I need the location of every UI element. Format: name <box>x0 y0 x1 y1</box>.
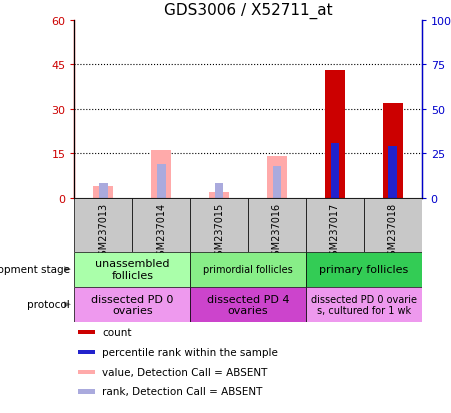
Text: GSM237017: GSM237017 <box>330 202 340 262</box>
Bar <box>93 186 114 198</box>
Bar <box>78 330 95 334</box>
Bar <box>74 287 190 322</box>
Bar <box>267 157 287 198</box>
Bar <box>306 287 422 322</box>
Text: GSM237016: GSM237016 <box>272 202 282 261</box>
Text: count: count <box>102 327 132 337</box>
Bar <box>190 198 248 252</box>
Title: GDS3006 / X52711_at: GDS3006 / X52711_at <box>164 3 332 19</box>
Bar <box>306 252 422 287</box>
Bar <box>74 198 132 252</box>
Bar <box>190 287 306 322</box>
Bar <box>306 198 364 252</box>
Bar <box>190 252 306 287</box>
Text: GSM237013: GSM237013 <box>98 202 108 261</box>
Text: percentile rank within the sample: percentile rank within the sample <box>102 347 278 357</box>
Bar <box>388 147 397 198</box>
Text: GSM237015: GSM237015 <box>214 202 224 262</box>
Text: rank, Detection Call = ABSENT: rank, Detection Call = ABSENT <box>102 387 262 396</box>
Bar <box>157 164 166 198</box>
Text: development stage: development stage <box>0 264 70 275</box>
Text: value, Detection Call = ABSENT: value, Detection Call = ABSENT <box>102 367 267 377</box>
Bar <box>215 184 223 198</box>
Bar <box>78 350 95 354</box>
Bar <box>382 104 403 198</box>
Bar <box>151 151 171 198</box>
Bar <box>78 389 95 394</box>
Text: protocol: protocol <box>27 299 70 310</box>
Bar <box>74 252 190 287</box>
Bar <box>248 198 306 252</box>
Text: GSM237018: GSM237018 <box>388 202 398 261</box>
Text: dissected PD 0 ovarie
s, cultured for 1 wk: dissected PD 0 ovarie s, cultured for 1 … <box>311 294 417 316</box>
Text: dissected PD 0
ovaries: dissected PD 0 ovaries <box>91 294 174 316</box>
Text: GSM237014: GSM237014 <box>156 202 166 261</box>
Bar <box>325 71 345 198</box>
Bar <box>331 144 339 198</box>
Bar <box>132 198 190 252</box>
Bar <box>209 192 229 198</box>
Text: primary follicles: primary follicles <box>319 264 409 275</box>
Bar <box>78 370 95 374</box>
Text: primordial follicles: primordial follicles <box>203 264 293 275</box>
Bar <box>99 184 108 198</box>
Text: unassembled
follicles: unassembled follicles <box>95 259 170 280</box>
Bar <box>273 166 281 198</box>
Bar <box>364 198 422 252</box>
Text: dissected PD 4
ovaries: dissected PD 4 ovaries <box>207 294 289 316</box>
